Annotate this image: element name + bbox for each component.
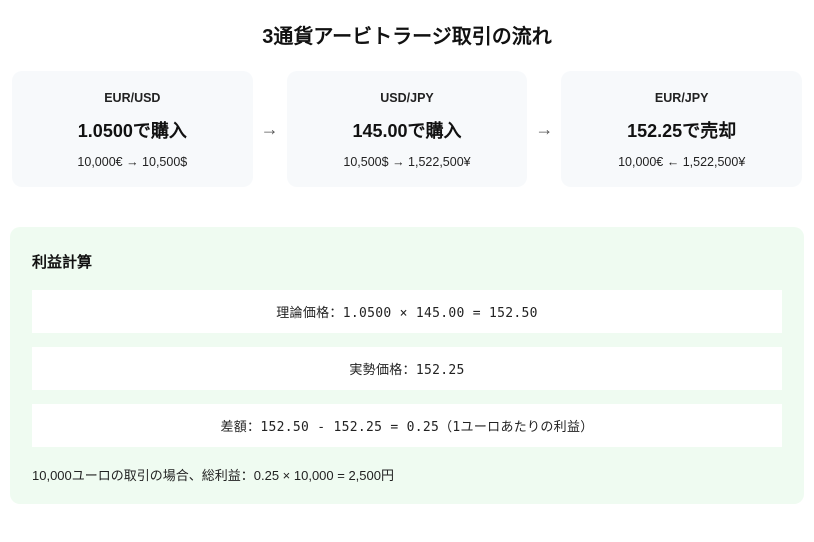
flow-card-eurjpy: EUR/JPY 152.25で売却 10,000€ ← 1,522,500¥ — [561, 71, 802, 187]
price-label: 152.25で売却 — [571, 117, 792, 143]
arrow-right-icon: → — [259, 119, 281, 140]
profit-summary: 10,000ユーロの取引の場合、総利益：0.25 × 10,000 = 2,50… — [32, 461, 782, 484]
arrow-right-icon: → — [533, 119, 555, 140]
pair-label: EUR/JPY — [571, 91, 792, 105]
calc-row-diff: 差額：152.50 - 152.25 = 0.25（1ユーロあたりの利益） — [32, 404, 782, 447]
price-label: 1.0500で購入 — [22, 117, 243, 143]
flow-card-eurusd: EUR/USD 1.0500で購入 10,000€ → 10,500$ — [12, 71, 253, 187]
arbitrage-flow: EUR/USD 1.0500で購入 10,000€ → 10,500$ → US… — [10, 71, 804, 227]
pair-label: USD/JPY — [297, 91, 518, 105]
flow-card-usdjpy: USD/JPY 145.00で購入 10,500$ → 1,522,500¥ — [287, 71, 528, 187]
calc-row-theoretical: 理論価格：1.0500 × 145.00 = 152.50 — [32, 290, 782, 333]
pair-label: EUR/USD — [22, 91, 243, 105]
price-label: 145.00で購入 — [297, 117, 518, 143]
conversion: 10,500$ → 1,522,500¥ — [297, 155, 518, 169]
conversion: 10,000€ ← 1,522,500¥ — [571, 155, 792, 169]
page-title: 3通貨アービトラージ取引の流れ — [10, 8, 804, 71]
calc-row-actual: 実勢価格：152.25 — [32, 347, 782, 390]
profit-heading: 利益計算 — [32, 251, 782, 272]
profit-panel: 利益計算 理論価格：1.0500 × 145.00 = 152.50 実勢価格：… — [10, 227, 804, 504]
conversion: 10,000€ → 10,500$ — [22, 155, 243, 169]
